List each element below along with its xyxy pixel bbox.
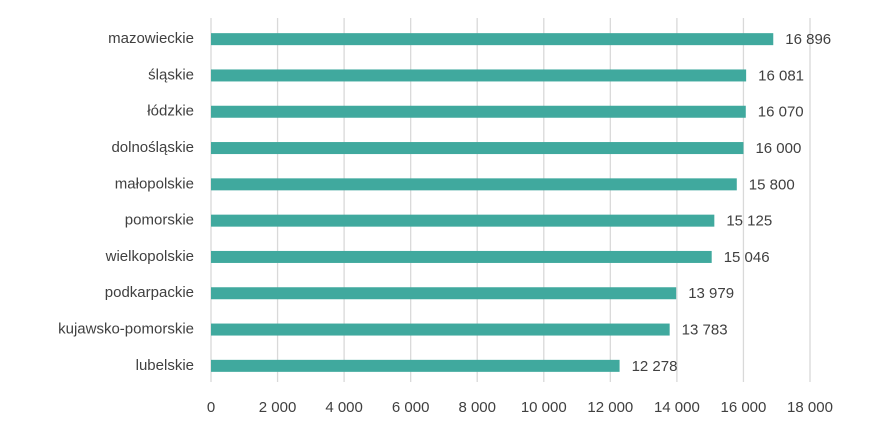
y-tick-label: podkarpackie	[105, 284, 194, 301]
x-tick-label: 14 000	[654, 399, 700, 416]
data-label: 16 000	[755, 140, 801, 157]
x-tick-label: 6 000	[392, 399, 430, 416]
x-tick-label: 2 000	[259, 399, 297, 416]
bar	[211, 69, 747, 82]
x-tick-label: 10 000	[521, 399, 567, 416]
x-tick-label: 0	[207, 399, 215, 416]
bar	[211, 33, 774, 46]
y-tick-label: łódzkie	[147, 103, 194, 120]
data-label: 15 046	[724, 249, 770, 266]
y-tick-label: mazowieckie	[108, 30, 194, 47]
bar	[211, 359, 620, 372]
bar	[211, 214, 715, 227]
y-tick-label: pomorskie	[125, 212, 194, 229]
y-tick-label: kujawsko-pomorskie	[58, 321, 194, 338]
y-tick-label: wielkopolskie	[105, 248, 194, 265]
data-label: 15 125	[726, 213, 772, 230]
y-tick-label: śląskie	[148, 66, 194, 83]
x-tick-label: 16 000	[720, 399, 766, 416]
bar	[211, 105, 746, 118]
x-tick-label: 12 000	[587, 399, 633, 416]
x-tick-label: 4 000	[325, 399, 363, 416]
data-label: 16 896	[785, 31, 831, 48]
x-tick-label: 18 000	[787, 399, 833, 416]
bar	[211, 142, 744, 155]
bar	[211, 287, 677, 300]
bar	[211, 250, 712, 263]
y-tick-label: lubelskie	[136, 357, 194, 374]
data-label: 15 800	[749, 176, 795, 193]
data-label: 13 979	[688, 285, 734, 302]
y-tick-label: dolnośląskie	[111, 139, 194, 156]
data-label: 16 081	[758, 67, 804, 84]
x-tick-label: 8 000	[458, 399, 496, 416]
data-label: 16 070	[758, 104, 804, 121]
bar	[211, 178, 737, 191]
bar	[211, 323, 670, 336]
y-tick-label: małopolskie	[115, 175, 194, 192]
data-label: 12 278	[632, 358, 678, 375]
data-label: 13 783	[682, 322, 728, 339]
